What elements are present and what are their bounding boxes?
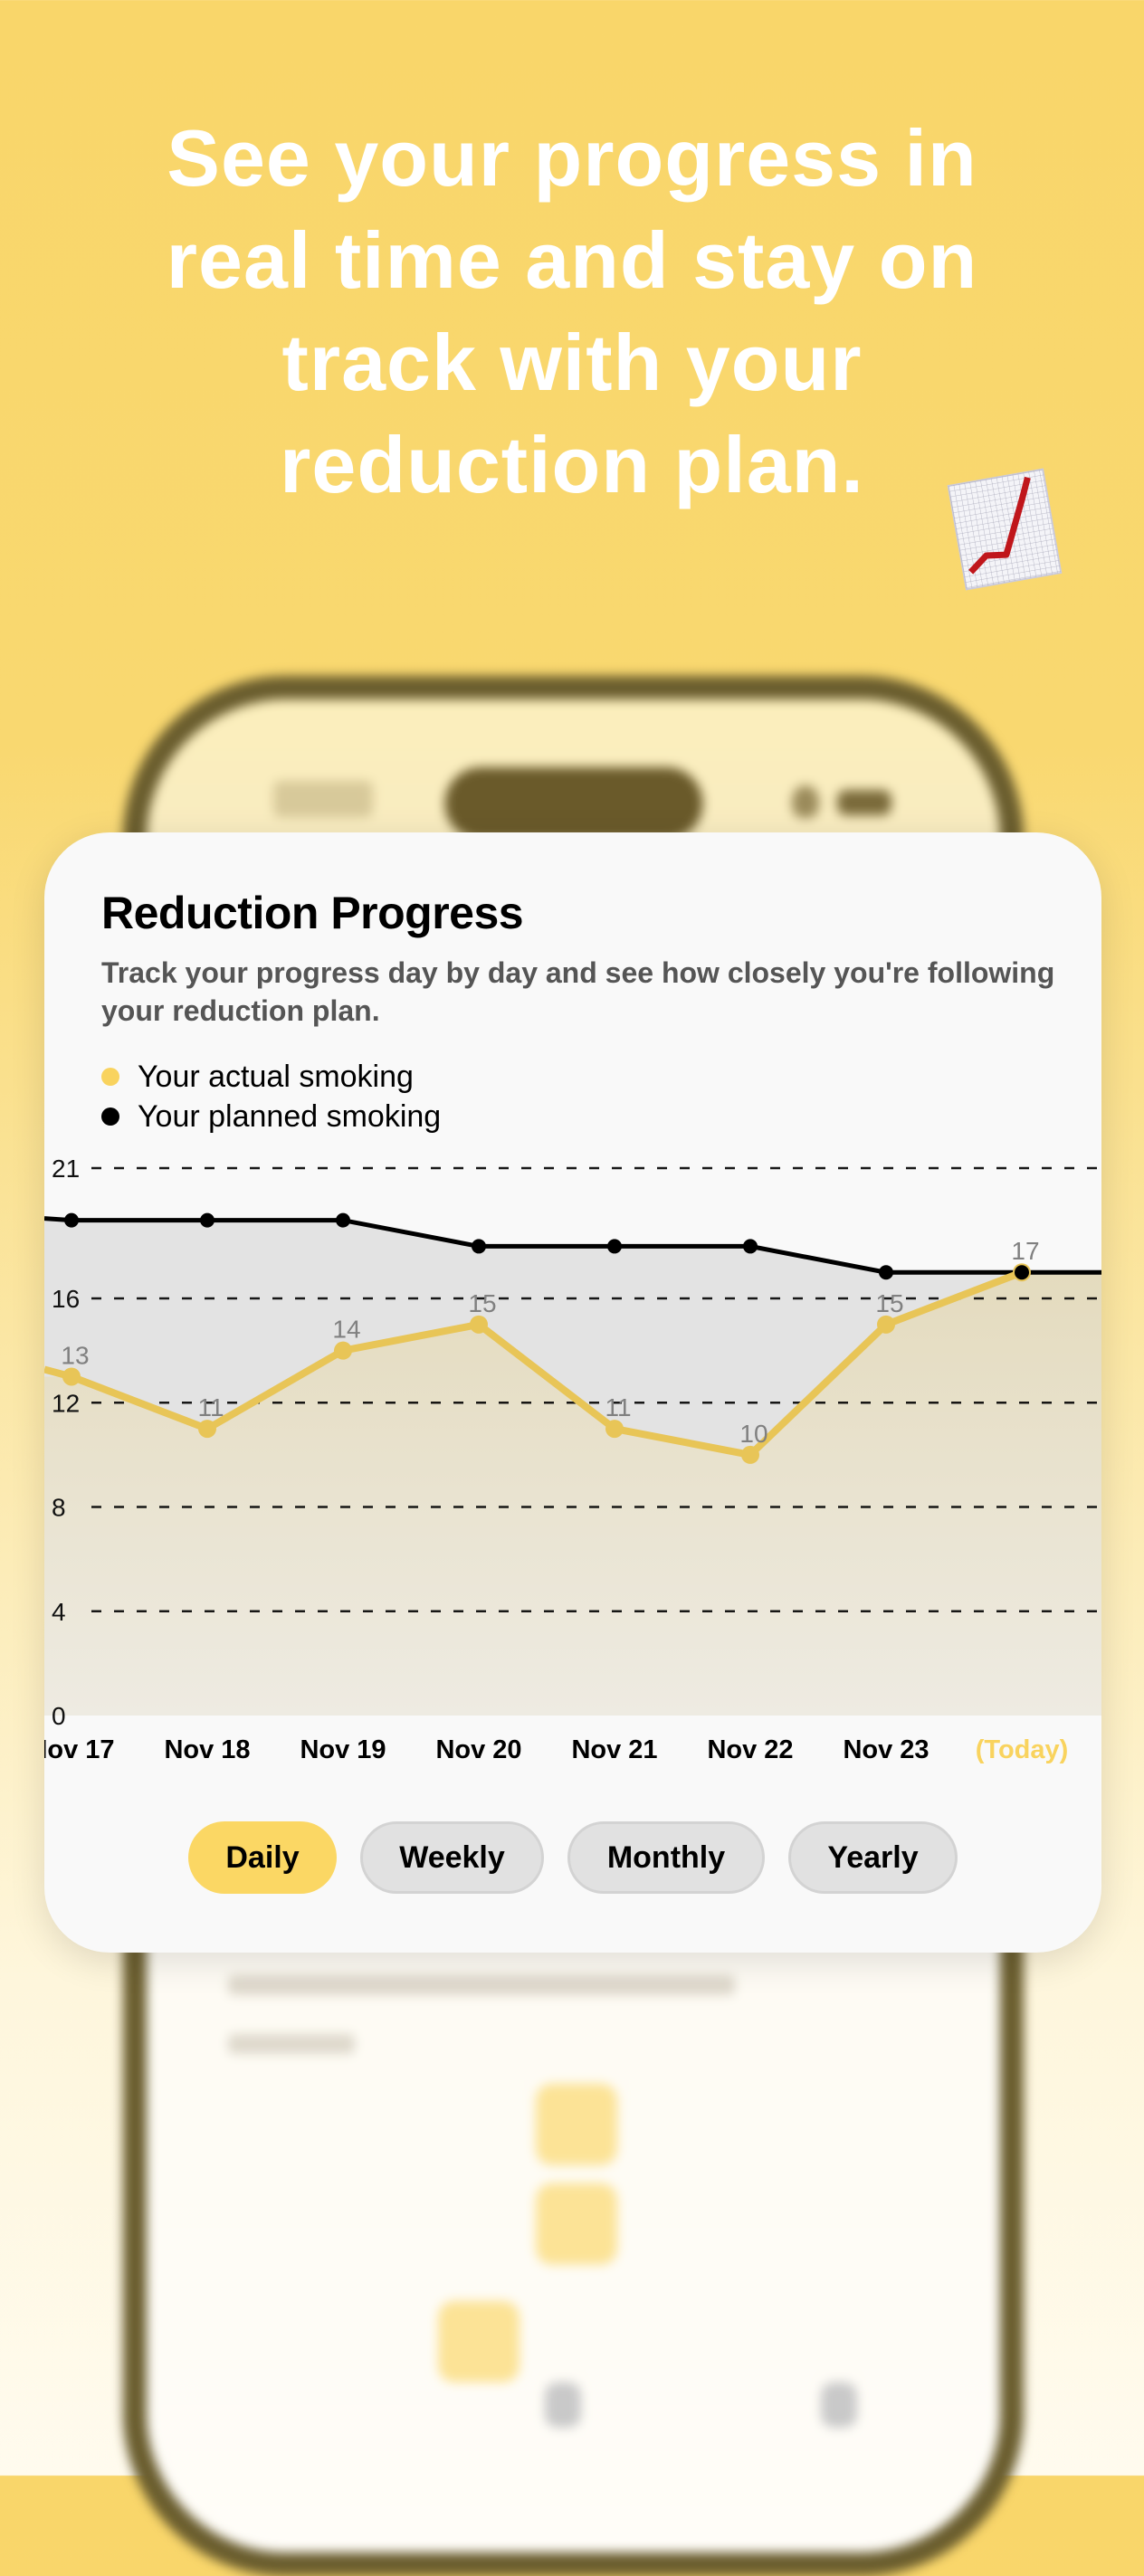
x-tick-label: Nov 17: [44, 1735, 115, 1764]
actual-data-label: 15: [468, 1289, 496, 1317]
planned-line: [44, 1216, 1101, 1275]
legend-item-planned: Your planned smoking: [101, 1097, 441, 1136]
legend-dot-actual: [101, 1068, 119, 1086]
planned-point: [200, 1212, 214, 1228]
battery-icon: [837, 790, 891, 815]
legend-label: Your planned smoking: [138, 1098, 442, 1134]
actual-point: [62, 1367, 81, 1386]
blurred-text: [228, 1975, 735, 1995]
reduction-progress-card: Reduction Progress Track your progress d…: [44, 832, 1101, 1953]
planned-point: [607, 1239, 622, 1254]
blurred-text: [228, 2034, 355, 2054]
legend-dot-planned: [101, 1107, 119, 1126]
headline-line: real time and stay on: [166, 215, 978, 305]
y-tick-label: 4: [52, 1598, 66, 1626]
actual-data-label: 17: [1011, 1237, 1039, 1265]
planned-point: [472, 1239, 486, 1254]
planned-point: [879, 1265, 893, 1280]
legend-item-actual: Your actual smoking: [101, 1057, 441, 1097]
card-title: Reduction Progress: [101, 888, 524, 938]
x-tick-label: Nov 19: [300, 1735, 386, 1764]
tab-daily[interactable]: Daily: [188, 1821, 337, 1894]
y-tick-label: 12: [52, 1389, 80, 1417]
planned-point: [1015, 1265, 1029, 1280]
y-tick-label: 8: [52, 1494, 66, 1522]
x-tick-label: Nov 18: [164, 1735, 250, 1764]
wifi-icon: [792, 785, 819, 818]
planned-point: [336, 1212, 350, 1228]
actual-data-label: 15: [875, 1289, 903, 1317]
actual-data-label: 13: [61, 1341, 89, 1369]
y-tick-label: 0: [52, 1702, 66, 1730]
actual-point: [741, 1445, 759, 1464]
period-tabs: Daily Weekly Monthly Yearly: [44, 1821, 1101, 1896]
actual-data-label: 11: [197, 1393, 224, 1421]
home-tab-icon: [545, 2382, 581, 2428]
headline-line: reduction plan.: [280, 420, 864, 509]
tab-monthly[interactable]: Monthly: [567, 1821, 765, 1894]
history-tab-icon: [821, 2382, 857, 2428]
legend-label: Your actual smoking: [138, 1059, 414, 1094]
x-tick-label: (Today): [976, 1735, 1069, 1764]
x-tick-label: Nov 20: [435, 1735, 521, 1764]
headline-line: See your progress in: [167, 113, 977, 203]
calendar-tile: [536, 2084, 617, 2165]
chart-legend: Your actual smoking Your planned smoking: [101, 1057, 441, 1136]
actual-data-label: 11: [605, 1393, 631, 1421]
planned-point: [743, 1239, 758, 1254]
actual-data-label: 14: [332, 1316, 360, 1344]
x-tick-label: Nov 22: [707, 1735, 793, 1764]
card-subtitle: Track your progress day by day and see h…: [101, 956, 1055, 1027]
actual-point: [877, 1315, 895, 1334]
actual-area: [44, 1272, 1101, 1716]
status-time: [273, 781, 373, 817]
planned-point: [64, 1212, 79, 1228]
chart-increasing-emoji-icon: [947, 468, 1063, 591]
reduction-line-chart: 0 4 8 12 16 21 13 11 14 15 11 10 15 17 Nov 17 Nov 18 Nov…: [44, 1155, 1101, 1764]
tab-yearly[interactable]: Yearly: [788, 1821, 958, 1894]
headline-line: track with your: [281, 318, 863, 407]
tab-weekly[interactable]: Weekly: [360, 1821, 544, 1894]
calendar-tile: [536, 2183, 617, 2265]
actual-point: [605, 1420, 624, 1439]
y-tick-label: 16: [52, 1285, 80, 1313]
x-tick-label: Nov 21: [571, 1735, 657, 1764]
actual-point: [470, 1315, 488, 1334]
actual-data-label: 10: [739, 1420, 767, 1448]
x-tick-label: Nov 23: [843, 1735, 929, 1764]
dynamic-island: [444, 767, 702, 840]
y-tick-label: 21: [52, 1155, 80, 1183]
actual-point: [198, 1420, 216, 1439]
actual-point: [334, 1341, 352, 1360]
calendar-tile: [438, 2301, 520, 2382]
headline: See your progress in real time and stay …: [0, 107, 1144, 516]
